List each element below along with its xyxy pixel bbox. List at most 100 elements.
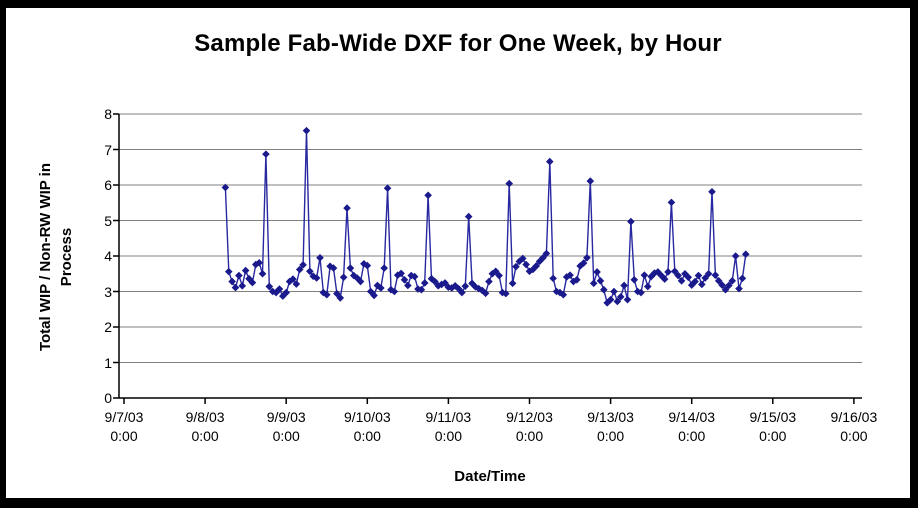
data-point-marker (725, 281, 733, 290)
x-tick-label-9/14/03: 9/14/03 0:00 (656, 408, 728, 446)
x-tick-label-9/9/03: 9/9/03 0:00 (250, 408, 322, 446)
x-tick-label-9/7/03: 9/7/03 0:00 (88, 408, 160, 446)
data-point-marker (228, 277, 236, 286)
data-point-marker (441, 279, 449, 287)
data-point-marker (383, 184, 392, 192)
data-point-marker (417, 285, 426, 294)
series-line (224, 130, 747, 305)
data-point-marker (684, 273, 693, 282)
data-point-marker (224, 267, 233, 276)
data-point-marker (491, 267, 500, 276)
data-point-marker (319, 288, 328, 297)
data-point-marker (667, 198, 676, 207)
y-tick-label-1: 1 (104, 354, 112, 371)
data-point-marker (444, 283, 453, 292)
data-point-marker (485, 277, 493, 286)
data-point-marker (718, 281, 726, 289)
data-point-marker (630, 275, 639, 284)
data-point-marker (420, 279, 429, 287)
data-point-marker (299, 261, 307, 269)
x-tick-time: 0:00 (191, 428, 219, 444)
data-point-marker (701, 274, 710, 282)
x-tick-label-9/15/03: 9/15/03 0:00 (737, 408, 809, 446)
data-point-marker (711, 271, 720, 279)
data-point-marker (458, 288, 466, 297)
x-tick-time: 0:00 (515, 428, 544, 444)
data-point-marker (346, 264, 355, 272)
data-point-marker (245, 274, 253, 283)
chart-title: Sample Fab-Wide DXF for One Week, by Hou… (194, 30, 722, 57)
x-tick-date: 9/9/03 (266, 409, 306, 425)
y-tick-label-3: 3 (104, 283, 112, 300)
data-point-marker (610, 287, 618, 296)
data-point-marker (390, 287, 399, 296)
data-point-marker (461, 282, 470, 290)
data-point-marker (589, 279, 598, 288)
data-point-marker (306, 267, 314, 276)
data-point-marker (424, 191, 432, 200)
x-tick-label-9/10/03: 9/10/03 0:00 (331, 408, 403, 446)
x-tick-time: 0:00 (110, 428, 138, 444)
data-point-marker (451, 282, 459, 290)
data-point-marker (410, 272, 419, 281)
data-point-marker (738, 274, 747, 283)
y-tick-label-7: 7 (104, 141, 112, 158)
data-point-marker (431, 277, 439, 286)
data-point-marker (407, 271, 416, 280)
data-point-marker (545, 157, 554, 166)
data-point-marker (309, 272, 318, 281)
data-point-marker (657, 271, 666, 280)
data-point-marker (437, 280, 446, 289)
data-point-marker (704, 269, 713, 278)
x-tick-date: 9/7/03 (104, 409, 144, 425)
data-point-marker (404, 281, 412, 290)
data-point-marker (292, 280, 301, 288)
data-point-marker (373, 281, 382, 290)
data-point-marker (336, 294, 345, 302)
x-tick-label-9/13/03: 9/13/03 0:00 (575, 408, 647, 446)
data-point-marker (586, 177, 595, 185)
data-point-marker (333, 289, 341, 298)
x-axis-title: Date/Time (454, 468, 526, 485)
data-point-marker (508, 279, 517, 288)
data-point-marker (238, 282, 247, 290)
data-point-marker (512, 262, 520, 271)
data-point-marker (728, 277, 737, 285)
data-point-marker (741, 250, 750, 259)
x-tick-date: 9/15/03 (749, 409, 797, 425)
data-point-marker (552, 287, 561, 296)
data-point-marker (627, 217, 635, 226)
data-point-marker (643, 282, 652, 291)
data-point-marker (505, 179, 514, 188)
data-point-marker (434, 282, 443, 290)
data-point-marker (731, 252, 740, 260)
data-point-marker (339, 273, 348, 282)
data-point-marker (221, 183, 230, 192)
data-point-marker (603, 299, 612, 307)
data-point-marker (735, 284, 743, 293)
x-tick-time: 0:00 (272, 428, 300, 444)
x-tick-date: 9/8/03 (185, 409, 225, 425)
data-point-marker (488, 269, 497, 278)
data-point-marker (289, 275, 297, 283)
data-point-marker (566, 271, 574, 279)
data-point-marker (275, 285, 284, 293)
data-point-marker (268, 287, 277, 296)
data-point-marker (464, 212, 473, 221)
data-point-marker (377, 284, 385, 292)
data-point-marker (573, 275, 581, 284)
data-point-marker (650, 269, 659, 277)
x-tick-date: 9/10/03 (343, 409, 391, 425)
data-point-marker (387, 285, 395, 294)
y-tick-label-2: 2 (104, 319, 112, 335)
y-tick-label-0: 0 (104, 390, 112, 406)
data-point-marker (265, 282, 274, 291)
data-point-marker (380, 264, 388, 272)
data-point-marker (606, 295, 615, 304)
data-point-marker (660, 275, 669, 283)
x-tick-label-9/8/03: 9/8/03 0:00 (169, 408, 241, 446)
data-point-marker (613, 297, 622, 306)
data-point-marker (559, 290, 568, 299)
x-tick-time: 0:00 (434, 428, 463, 444)
y-tick-label-6: 6 (104, 177, 112, 193)
